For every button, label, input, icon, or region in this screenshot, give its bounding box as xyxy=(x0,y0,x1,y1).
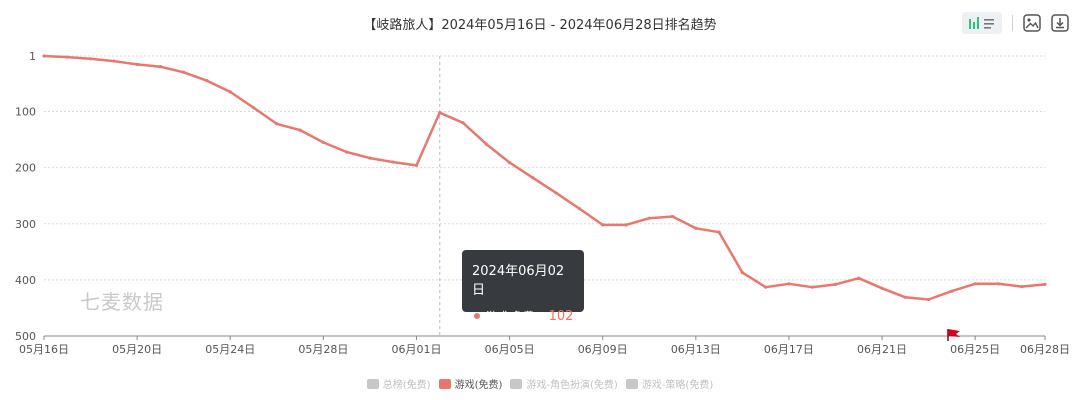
tooltip-series-name: 游戏(免费) xyxy=(486,310,539,323)
x-tick-label: 06月09日 xyxy=(578,343,628,356)
data-point[interactable] xyxy=(833,282,838,286)
bar-chart-icon xyxy=(969,17,994,29)
data-point[interactable] xyxy=(927,297,931,302)
data-point[interactable] xyxy=(624,223,628,227)
data-point[interactable] xyxy=(740,270,744,275)
save-image-button[interactable] xyxy=(1021,12,1043,34)
x-tick-label: 05月20日 xyxy=(112,343,162,356)
legend-label: 总榜(免费) xyxy=(382,380,431,391)
data-point[interactable] xyxy=(950,289,954,293)
legend-swatch xyxy=(438,378,451,389)
data-point[interactable] xyxy=(135,62,139,67)
data-point[interactable] xyxy=(973,282,977,286)
legend-item[interactable]: 游戏-角色扮演(免费) xyxy=(510,376,618,391)
data-point[interactable] xyxy=(42,54,46,58)
data-point[interactable] xyxy=(251,106,256,110)
data-point[interactable] xyxy=(507,161,512,165)
data-point[interactable] xyxy=(298,128,302,132)
legend-label: 游戏-角色扮演(免费) xyxy=(526,380,618,391)
x-tick-label: 06月28日 xyxy=(1020,343,1070,356)
chart-toolbar xyxy=(962,12,1077,34)
data-point[interactable] xyxy=(1043,282,1047,286)
data-point[interactable] xyxy=(158,65,162,69)
x-tick-label: 05月28日 xyxy=(298,343,348,356)
y-tick-label: 300 xyxy=(15,218,36,231)
x-tick-label: 05月16日 xyxy=(19,343,69,356)
tooltip-row: 游戏(免费) 102 xyxy=(472,308,574,324)
x-tick-label: 06月05日 xyxy=(485,343,535,356)
legend-swatch xyxy=(510,378,523,389)
data-point[interactable] xyxy=(670,214,675,219)
data-point[interactable] xyxy=(1020,285,1024,289)
data-point[interactable] xyxy=(717,230,721,234)
series-line xyxy=(43,54,1046,301)
y-tick-label: 200 xyxy=(15,162,36,175)
tooltip: 2024年06月02日 游戏(免费) 102 xyxy=(462,250,584,324)
legend-swatch xyxy=(625,378,638,389)
download-button[interactable] xyxy=(1049,12,1071,34)
download-icon xyxy=(1051,14,1069,32)
data-point[interactable] xyxy=(531,176,535,180)
data-point[interactable] xyxy=(764,285,768,289)
tooltip-series-dot xyxy=(474,313,480,319)
data-point[interactable] xyxy=(484,142,488,146)
data-point[interactable] xyxy=(880,286,884,290)
tooltip-value: 102 xyxy=(548,308,574,324)
data-point[interactable] xyxy=(205,79,209,83)
data-point[interactable] xyxy=(857,276,861,280)
tooltip-date: 2024年06月02日 xyxy=(472,264,565,298)
data-point[interactable] xyxy=(647,216,651,220)
data-point[interactable] xyxy=(112,59,116,63)
legend-item[interactable]: 游戏-策略(免费) xyxy=(625,376,714,391)
x-tick-label: 06月01日 xyxy=(391,343,441,356)
data-point[interactable] xyxy=(996,282,1001,286)
data-point[interactable] xyxy=(321,140,325,145)
legend-label: 游戏(免费) xyxy=(454,380,503,391)
data-point[interactable] xyxy=(65,55,69,59)
data-point[interactable] xyxy=(438,111,442,115)
data-point[interactable] xyxy=(903,295,907,299)
legend-label: 游戏-策略(免费) xyxy=(641,380,714,391)
data-point[interactable] xyxy=(414,163,419,168)
data-point[interactable] xyxy=(368,156,372,160)
series-layer xyxy=(42,54,1047,302)
x-tick-label: 06月25日 xyxy=(950,343,1000,356)
data-point[interactable] xyxy=(694,226,698,230)
y-tick-label: 500 xyxy=(15,330,36,343)
image-icon xyxy=(1023,14,1041,32)
chart-title: 【岐路旅人】2024年05月16日 - 2024年06月28日排名趋势 xyxy=(363,18,717,33)
y-tick-label: 100 xyxy=(15,106,36,119)
watermark: 七麦数据 xyxy=(80,290,164,314)
x-tick-label: 06月17日 xyxy=(764,343,814,356)
data-point[interactable] xyxy=(810,285,814,289)
legend-item[interactable]: 总榜(免费) xyxy=(366,376,431,391)
data-point[interactable] xyxy=(577,207,582,211)
data-point[interactable] xyxy=(391,160,395,164)
x-tick-label: 06月21日 xyxy=(857,343,907,356)
data-point[interactable] xyxy=(601,223,605,227)
x-tick-label: 05月24日 xyxy=(205,343,255,356)
data-point[interactable] xyxy=(787,282,791,286)
data-point[interactable] xyxy=(345,150,349,154)
chart-view-toggle[interactable] xyxy=(962,12,1002,34)
data-point[interactable] xyxy=(228,90,232,94)
legend-item[interactable]: 游戏(免费) xyxy=(438,376,503,391)
y-tick-label: 400 xyxy=(15,274,36,287)
legend-swatch xyxy=(366,378,379,389)
data-point[interactable] xyxy=(554,191,558,195)
data-point[interactable] xyxy=(88,57,93,61)
legend: 总榜(免费) 游戏(免费) 游戏-角色扮演(免费) 游戏-策略(免费) xyxy=(0,376,1080,391)
x-tick-label: 06月13日 xyxy=(671,343,721,356)
data-point[interactable] xyxy=(182,70,186,74)
toolbar-divider xyxy=(1012,15,1013,31)
y-tick-label: 1 xyxy=(29,50,36,63)
flag-icon[interactable] xyxy=(946,327,962,346)
data-point[interactable] xyxy=(461,121,465,125)
data-point[interactable] xyxy=(275,122,279,126)
